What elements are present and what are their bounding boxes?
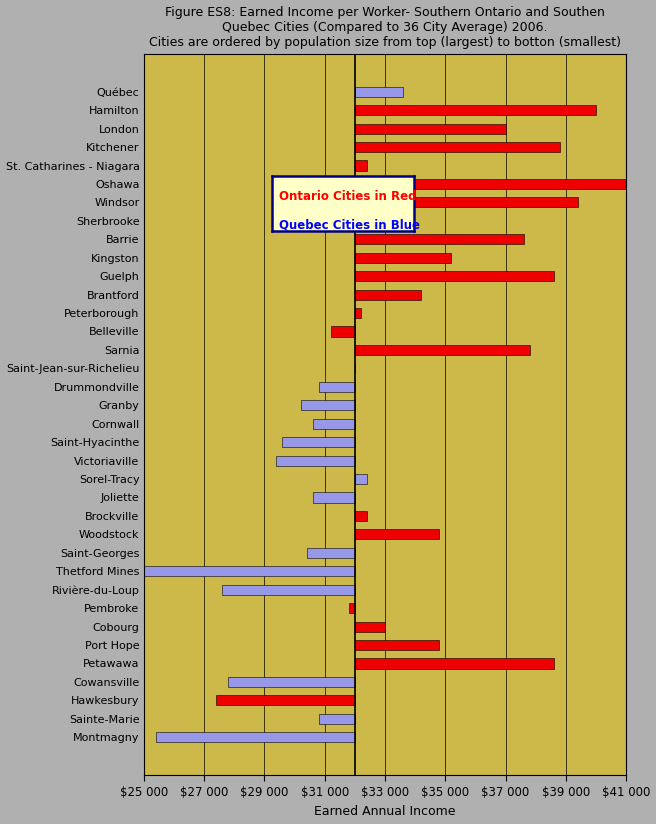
Bar [355, 511, 367, 521]
Bar [355, 640, 440, 650]
Bar [283, 437, 355, 447]
Bar [355, 474, 367, 485]
Bar [355, 105, 596, 115]
Bar [319, 714, 355, 723]
Bar [355, 621, 385, 632]
Bar [228, 677, 355, 687]
Bar [355, 271, 554, 281]
Bar [355, 179, 632, 189]
Bar [355, 658, 554, 668]
Bar [355, 124, 506, 133]
Bar [355, 345, 530, 355]
Bar [355, 142, 560, 152]
Bar [355, 308, 361, 318]
Bar [355, 234, 523, 245]
Bar [349, 603, 355, 613]
Bar [355, 529, 440, 540]
X-axis label: Earned Annual Income: Earned Annual Income [314, 805, 456, 818]
Bar [300, 400, 355, 410]
Bar [355, 87, 403, 96]
Bar [313, 493, 355, 503]
Bar [355, 289, 421, 300]
Bar [216, 695, 355, 705]
Bar [144, 566, 355, 576]
Bar [306, 548, 355, 558]
Bar [331, 326, 355, 336]
Bar [355, 197, 578, 208]
Bar [276, 456, 355, 466]
Bar [222, 584, 355, 595]
Bar [355, 161, 367, 171]
Bar [319, 382, 355, 392]
Bar [295, 216, 355, 226]
Title: Figure ES8: Earned Income per Worker- Southern Ontario and Southen
Quebec Cities: Figure ES8: Earned Income per Worker- So… [149, 6, 621, 49]
Bar [155, 733, 355, 742]
Bar [313, 419, 355, 428]
Bar [355, 253, 451, 263]
